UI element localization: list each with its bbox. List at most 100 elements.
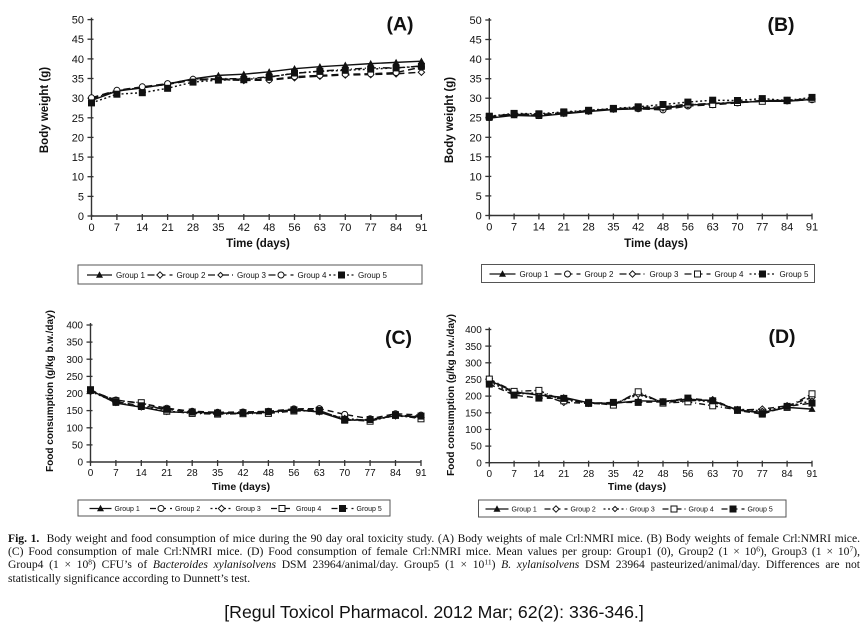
svg-text:350: 350 [465,342,482,353]
svg-text:Group 5: Group 5 [358,271,387,280]
svg-text:Group 3: Group 3 [237,271,266,280]
svg-text:100: 100 [66,423,83,434]
svg-text:Group 1: Group 1 [116,271,145,280]
svg-text:28: 28 [187,468,199,479]
svg-text:25: 25 [470,113,482,125]
svg-text:77: 77 [365,468,377,479]
svg-text:0: 0 [88,468,94,479]
svg-text:0: 0 [77,458,83,469]
svg-text:63: 63 [707,469,719,480]
svg-text:Group 4: Group 4 [296,506,321,513]
svg-text:21: 21 [558,222,570,234]
svg-text:14: 14 [136,468,148,479]
svg-text:15: 15 [470,152,482,164]
svg-text:0: 0 [486,222,492,234]
svg-text:50: 50 [471,442,483,453]
svg-text:Group 5: Group 5 [357,506,382,513]
svg-text:0: 0 [487,469,493,480]
svg-text:Group 4: Group 4 [689,507,714,514]
svg-text:63: 63 [314,222,326,234]
svg-text:Food consumption (g/kg b.w./da: Food consumption (g/kg b.w./day) [446,314,457,476]
svg-text:100: 100 [465,425,482,436]
svg-text:48: 48 [657,469,669,480]
svg-text:(C): (C) [385,327,412,349]
svg-text:Group 3: Group 3 [630,507,655,514]
svg-text:10: 10 [72,172,84,184]
svg-text:7: 7 [511,222,517,234]
svg-text:84: 84 [782,469,794,480]
svg-text:28: 28 [187,222,199,234]
svg-text:35: 35 [212,468,224,479]
svg-text:400: 400 [465,325,482,336]
svg-text:200: 200 [66,389,83,400]
svg-text:350: 350 [66,338,83,349]
svg-text:91: 91 [415,222,427,234]
svg-text:Time (days): Time (days) [624,238,688,250]
svg-text:35: 35 [607,222,619,234]
svg-text:91: 91 [806,222,818,234]
svg-text:10: 10 [470,171,482,183]
svg-text:Time (days): Time (days) [608,481,666,493]
svg-text:7: 7 [114,222,120,234]
svg-text:21: 21 [161,468,173,479]
svg-text:50: 50 [72,15,84,27]
svg-text:42: 42 [632,222,644,234]
svg-text:48: 48 [657,222,669,234]
svg-text:84: 84 [390,468,402,479]
svg-text:63: 63 [314,468,326,479]
svg-text:35: 35 [212,222,224,234]
svg-text:63: 63 [707,222,719,234]
svg-text:14: 14 [533,469,545,480]
svg-text:400: 400 [66,321,83,332]
svg-text:Body weight (g): Body weight (g) [39,67,51,153]
svg-text:77: 77 [757,469,769,480]
svg-text:5: 5 [78,191,84,203]
svg-text:14: 14 [136,222,148,234]
svg-text:42: 42 [238,222,250,234]
svg-text:0: 0 [476,211,482,223]
svg-text:Group 5: Group 5 [780,270,809,279]
svg-text:300: 300 [66,355,83,366]
svg-text:14: 14 [533,222,545,234]
svg-text:Group 4: Group 4 [715,270,744,279]
svg-text:Group 4: Group 4 [298,271,327,280]
svg-text:20: 20 [72,132,84,144]
svg-text:21: 21 [161,222,173,234]
svg-text:Time (days): Time (days) [212,481,270,493]
svg-text:7: 7 [511,469,517,480]
svg-text:35: 35 [608,469,620,480]
svg-text:30: 30 [470,93,482,105]
svg-text:Group 2: Group 2 [177,271,206,280]
svg-text:50: 50 [470,15,482,27]
svg-text:56: 56 [288,222,300,234]
svg-text:Group 3: Group 3 [650,270,679,279]
svg-text:56: 56 [288,468,300,479]
svg-text:91: 91 [415,468,427,479]
svg-text:0: 0 [476,458,482,469]
svg-text:(A): (A) [386,14,413,36]
svg-text:Time (days): Time (days) [226,238,290,250]
svg-text:77: 77 [756,222,768,234]
svg-text:(B): (B) [767,14,794,36]
svg-text:200: 200 [465,392,482,403]
svg-text:70: 70 [339,222,351,234]
svg-text:150: 150 [66,406,83,417]
svg-text:56: 56 [682,222,694,234]
svg-text:0: 0 [78,211,84,223]
svg-text:250: 250 [66,372,83,383]
svg-text:50: 50 [72,441,84,452]
svg-text:Food consumption (g/kg b.w./da: Food consumption (g/kg b.w./day) [45,310,56,472]
svg-text:(D): (D) [768,326,795,348]
svg-text:35: 35 [470,74,482,86]
svg-text:91: 91 [806,469,818,480]
svg-text:7: 7 [113,468,119,479]
svg-text:250: 250 [465,375,482,386]
svg-text:Group 3: Group 3 [236,506,261,513]
svg-text:0: 0 [88,222,94,234]
svg-text:25: 25 [72,113,84,125]
svg-text:Group 1: Group 1 [520,270,549,279]
svg-text:40: 40 [72,54,84,66]
svg-text:56: 56 [682,469,694,480]
svg-text:150: 150 [465,408,482,419]
svg-text:40: 40 [470,54,482,66]
